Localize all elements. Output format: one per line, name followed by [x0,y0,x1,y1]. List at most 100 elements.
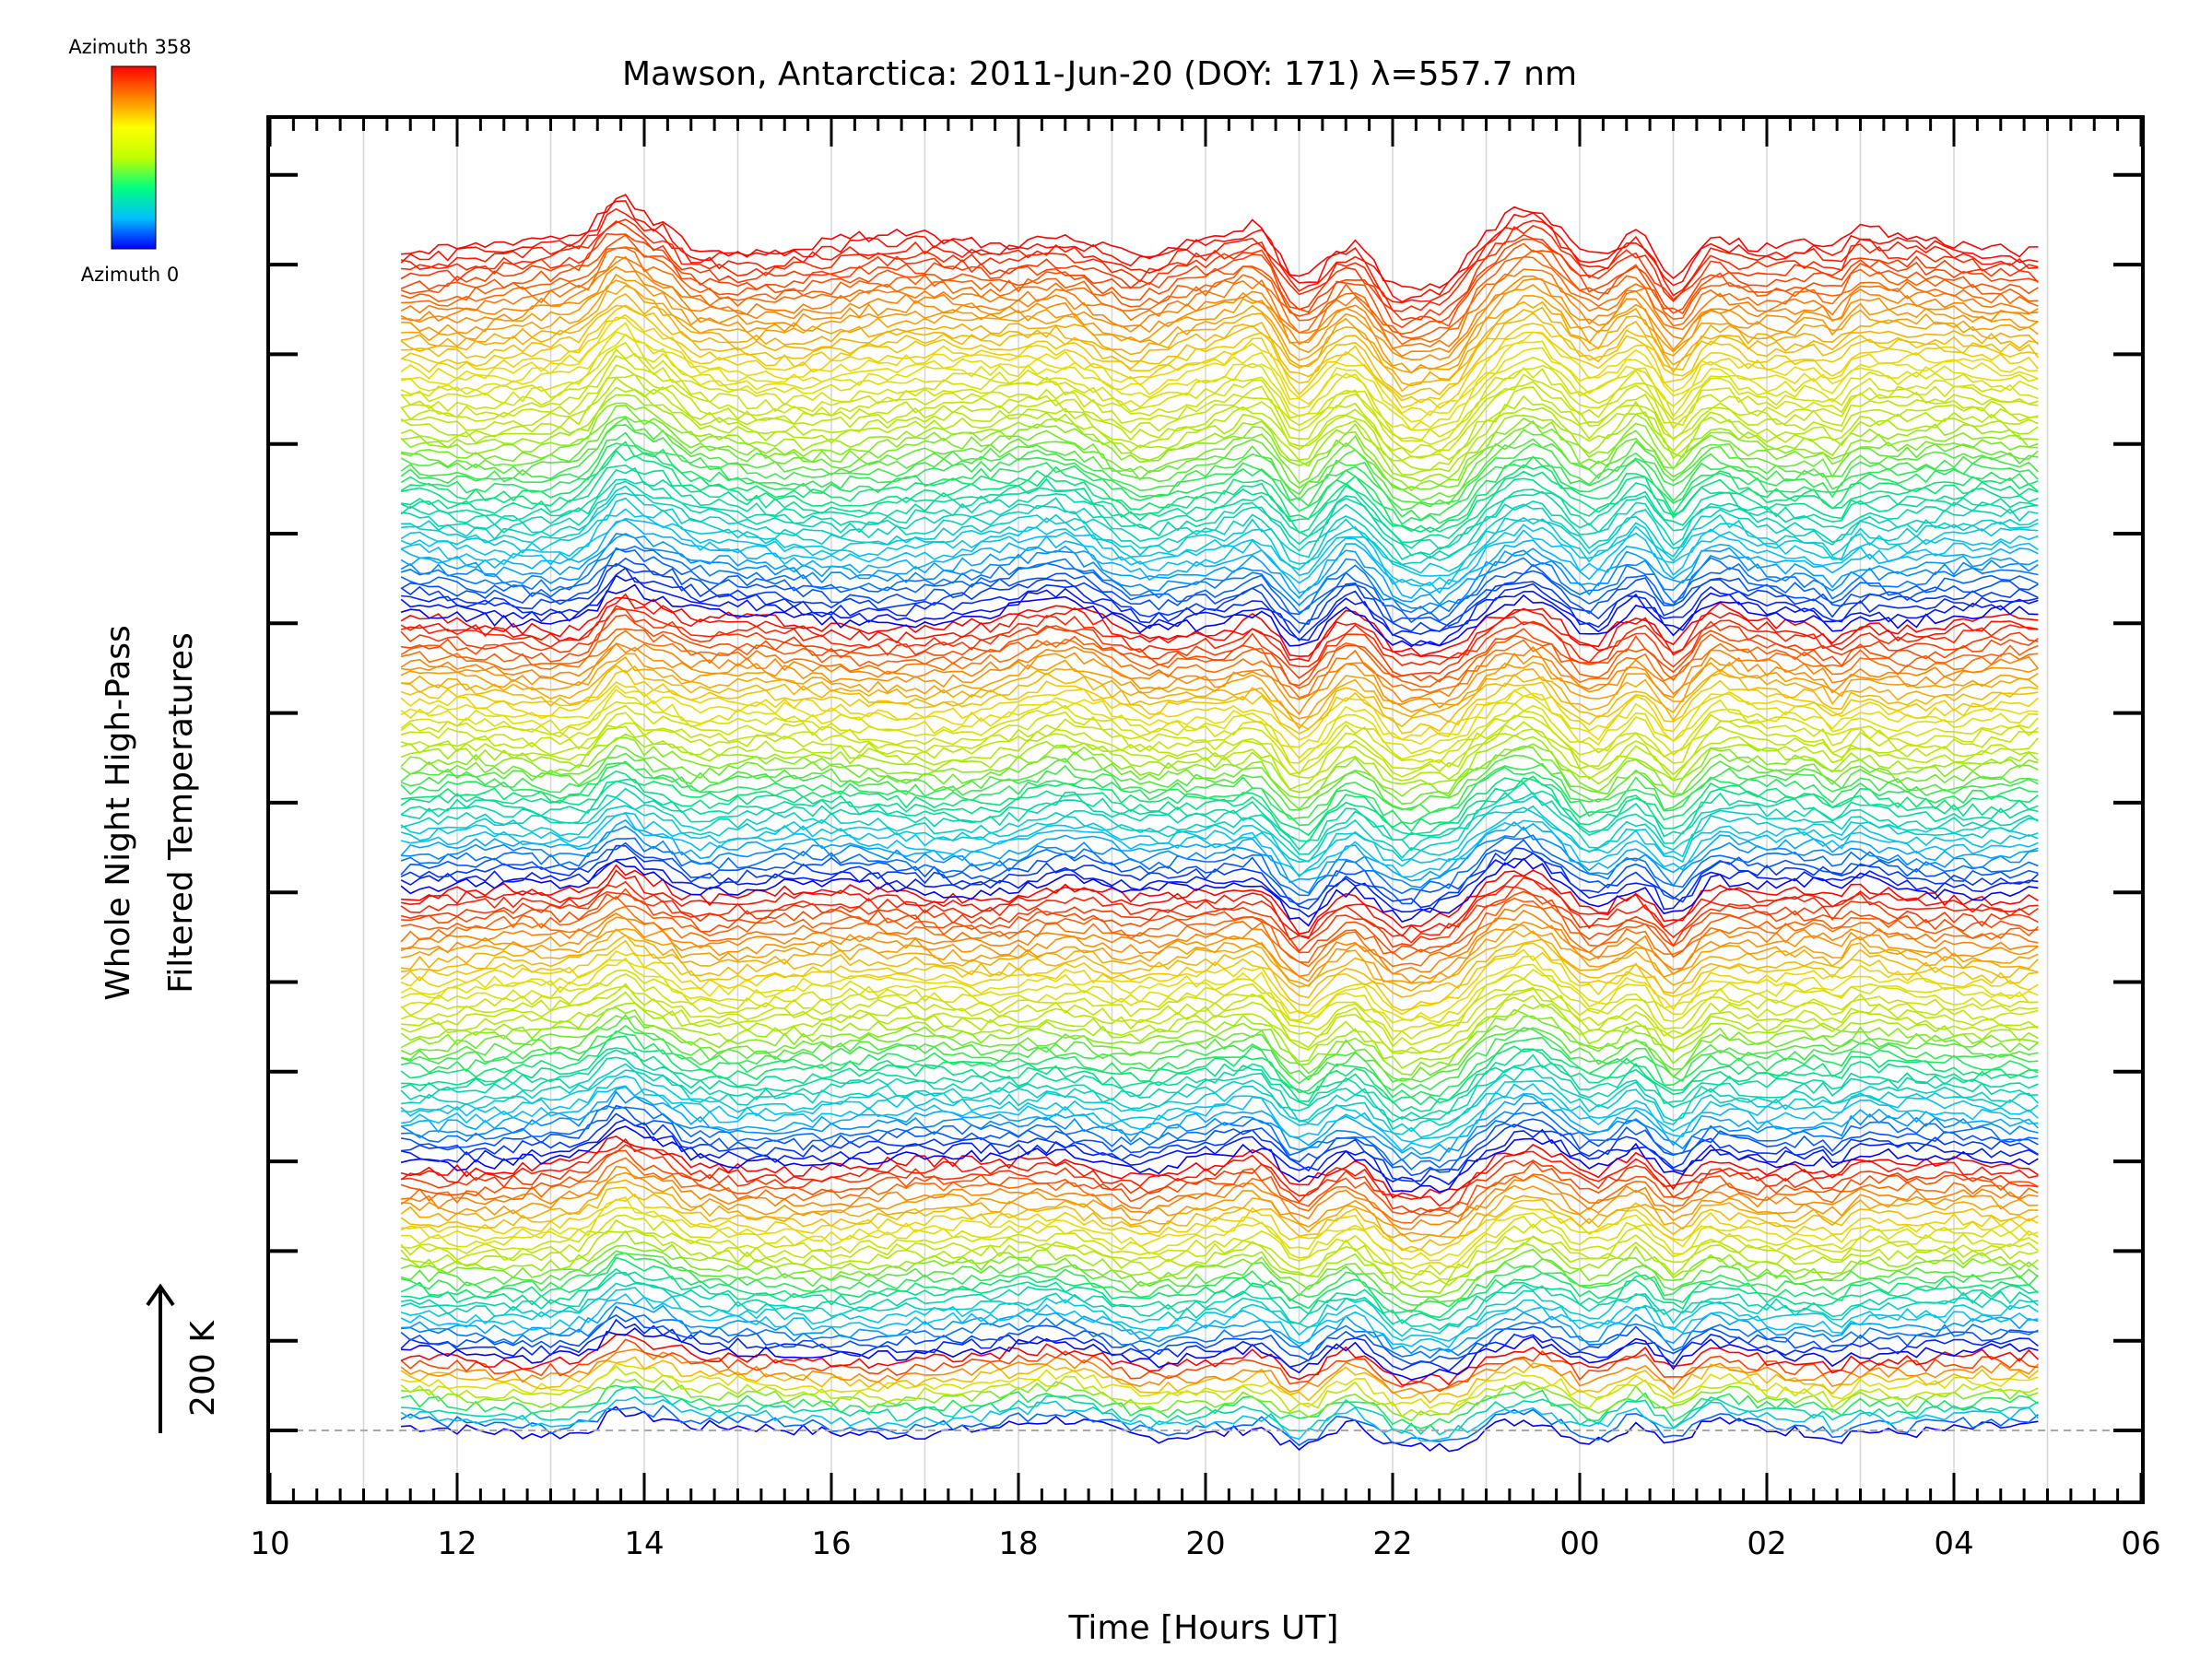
series-line [400,700,2039,764]
series-line [400,857,2039,927]
series-line [401,194,2039,291]
series-line [400,376,2039,471]
series-line [400,957,2039,1024]
series-line [400,681,2039,741]
series-line [400,877,2039,944]
series-line [401,341,2039,442]
x-tick-label: 00 [1559,1525,1599,1562]
scale-indicator: 200 K [146,1283,222,1433]
series-line [401,982,2039,1054]
x-tick-label: 22 [1372,1525,1412,1562]
series-line [400,985,2039,1048]
series-line [400,246,2039,340]
series-line [400,973,2039,1041]
series-line [401,273,2039,374]
colorbar-bottom-label: Azimuth 0 [81,264,180,286]
series-line [400,220,2039,321]
series-line [400,685,2039,748]
series-line [400,424,2039,512]
series-line [400,1250,2039,1306]
series-line [400,593,2039,663]
series-line [400,869,2039,940]
series-line [400,1090,2039,1162]
series-line [400,1338,2039,1393]
series-line [401,1386,2039,1436]
series-line [400,787,2039,855]
series-line [401,614,2039,687]
series-line [400,293,2039,393]
series-line [401,265,2039,361]
series-line [400,806,2039,878]
x-axis-label: Time [Hours UT] [1068,1609,1339,1647]
series-line [400,1014,2039,1083]
x-tick-label: 16 [811,1525,851,1562]
colorbar: Azimuth 358 Azimuth 0 [68,36,191,286]
series-line [400,1395,2040,1442]
series-line [400,712,2039,775]
x-tick-label: 12 [437,1525,477,1562]
series-line [400,1075,2039,1143]
series-line [400,669,2039,735]
series-line [400,1165,2039,1230]
series-line [400,818,2039,884]
series-line [400,1024,2039,1092]
x-tick-label: 06 [2121,1525,2160,1562]
series-line [401,1305,2039,1359]
series-line [400,795,2039,863]
series-line [401,1214,2039,1277]
series-line [400,770,2039,837]
series-line [400,1256,2039,1319]
series-line [401,1406,2039,1453]
series-line [400,733,2039,794]
series-line [400,364,2039,458]
series-line [400,605,2039,668]
series-line [401,279,2039,374]
series-line [400,545,2039,615]
series-line [401,1301,2039,1355]
series-line [401,1069,2039,1138]
series-line [400,852,2039,918]
series-line [401,909,2039,978]
series-line [401,928,2039,992]
x-tick-label: 10 [250,1525,289,1562]
series-line [400,562,2039,634]
series-line [400,736,2039,799]
series-line [400,1334,2039,1386]
series-line [400,939,2039,1012]
x-gridlines [362,119,2049,1500]
series-line [400,704,2039,776]
series-line [401,1196,2039,1262]
series-line [400,839,2039,905]
series-line [401,394,2039,482]
series-line [400,1293,2039,1349]
series-line [400,533,2039,609]
series-line [401,665,2039,731]
series-line [400,1230,2039,1288]
series-line [401,304,2040,398]
series-line [400,1006,2039,1077]
series-line [400,1056,2039,1124]
series-line [400,955,2039,1022]
series-line [400,752,2039,811]
series-line [401,331,2039,431]
series-line [400,386,2039,477]
series-line [400,200,2039,303]
series-line [400,895,2039,964]
series-line [400,1318,2039,1372]
series-line [400,547,2039,624]
series-line [400,442,2039,525]
series-line [401,1378,2039,1422]
series-line [401,1112,2039,1182]
series-line [400,464,2039,544]
series-line [400,255,2039,350]
series-line [400,886,2039,953]
series-line [400,583,2039,648]
series-line [400,1244,2039,1298]
x-tick-label: 18 [998,1525,1038,1562]
series-line [400,1002,2039,1069]
series-line [400,688,2039,759]
series-line [400,1282,2039,1337]
x-tick-label: 20 [1185,1525,1225,1562]
series-line [400,744,2039,811]
